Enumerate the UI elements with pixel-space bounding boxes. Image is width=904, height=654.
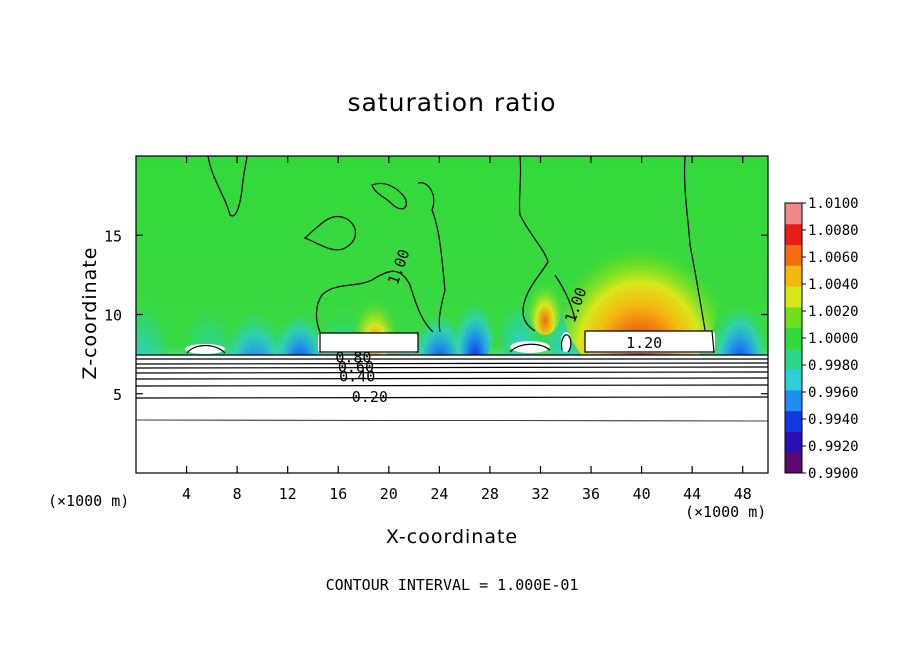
colorbar-swatch — [785, 265, 802, 287]
contour-interval-note: CONTOUR INTERVAL = 1.000E-01 — [325, 576, 579, 594]
x-tick-label: 28 — [481, 485, 499, 503]
colorbar-swatch — [785, 203, 802, 225]
y-tick-label: 15 — [104, 227, 122, 245]
colorbar-tick-label: 1.0000 — [808, 331, 859, 347]
saturation-field — [136, 156, 768, 473]
contour-label-layer: 0.200.400.600.801.001.001.20 — [335, 247, 662, 406]
colorbar-swatch — [785, 389, 802, 412]
colorbar-swatch — [785, 410, 802, 432]
colorbar-swatch — [785, 286, 802, 308]
x-tick-label: 20 — [380, 485, 398, 503]
colorbar: 1.0100 1.0080 1.0060 1.0040 1.0020 1.0000 0.99… — [784, 196, 859, 482]
x-tick-label: 16 — [329, 485, 347, 503]
contour-label: 0.40 — [339, 367, 375, 385]
x-tick-label: 12 — [279, 485, 297, 503]
colorbar-swatch — [785, 306, 802, 329]
colorbar-tick-label: 1.0080 — [808, 223, 859, 239]
chart-title: saturation ratio — [347, 88, 557, 117]
contour-label: 1.20 — [626, 334, 662, 352]
x-tick-label: 8 — [233, 485, 242, 503]
x-tick-label: 32 — [531, 485, 549, 503]
y-axis: 5 10 15 — [104, 227, 768, 404]
x-tick-label: 36 — [582, 485, 600, 503]
colorbar-tick-label: 0.9940 — [808, 412, 859, 428]
colorbar-swatch — [785, 431, 802, 453]
colorbar-tick-label: 1.0020 — [808, 304, 859, 320]
colorbar-tick-label: 0.9960 — [808, 385, 859, 401]
colorbar-swatch — [785, 223, 802, 246]
colorbar-swatch — [785, 452, 802, 474]
x-unit-label-right: (×1000 m) — [685, 503, 767, 521]
colorbar-tick-label: 1.0040 — [808, 277, 859, 293]
colorbar-swatch — [785, 348, 802, 370]
x-tick-label: 40 — [633, 485, 651, 503]
colorbar-swatch — [785, 244, 802, 266]
contour-label: 0.20 — [352, 388, 388, 406]
y-tick-label: 5 — [113, 386, 122, 404]
contour-label: 0.60 — [338, 358, 374, 376]
x-axis-label: X-coordinate — [385, 526, 519, 548]
colorbar-tick-label: 1.0100 — [808, 196, 859, 212]
x-unit-label-left: (×1000 m) — [48, 492, 130, 510]
colorbar-swatch — [785, 369, 802, 391]
y-axis-label: Z-coordinate — [79, 246, 101, 380]
x-tick-label: 48 — [734, 485, 752, 503]
x-tick-label: 24 — [430, 485, 448, 503]
colorbar-tick-label: 0.9900 — [808, 466, 859, 482]
contour-label: 0.80 — [335, 348, 371, 366]
colorbar-swatch — [785, 327, 802, 349]
y-tick-label: 10 — [104, 307, 122, 325]
x-axis: 4 8 12 16 20 24 28 32 36 40 44 48 — [182, 156, 752, 503]
colorbar-tick-label: 1.0060 — [808, 250, 859, 266]
x-tick-label: 4 — [182, 485, 191, 503]
colorbar-tick-label: 0.9980 — [808, 358, 859, 374]
x-tick-label: 44 — [683, 485, 701, 503]
colorbar-tick-label: 0.9920 — [808, 439, 859, 455]
contour-lines — [136, 156, 768, 422]
